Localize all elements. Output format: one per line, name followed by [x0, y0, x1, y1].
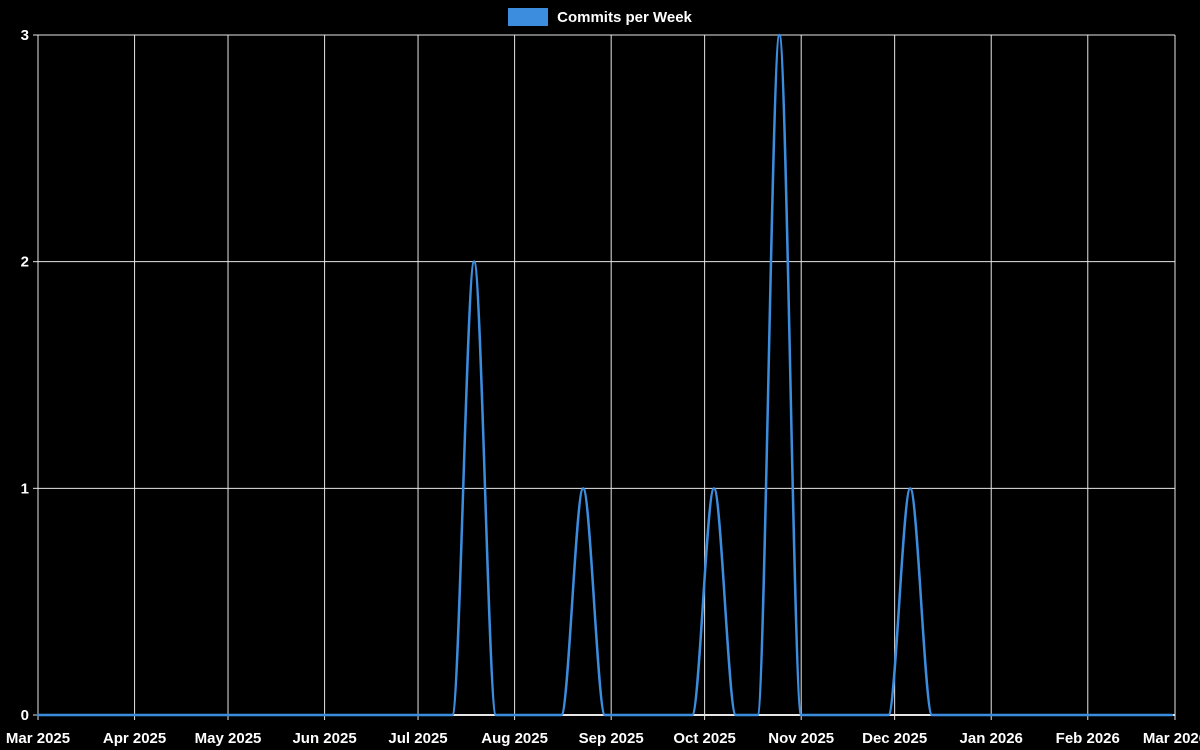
x-tick-label: Feb 2026	[1056, 730, 1120, 747]
y-tick-label: 1	[21, 480, 29, 497]
x-tick-label: Sep 2025	[579, 730, 644, 747]
x-tick-label: Oct 2025	[673, 730, 736, 747]
x-tick-label: Aug 2025	[481, 730, 548, 747]
x-tick-label: May 2025	[195, 730, 262, 747]
x-tick-label: Jun 2025	[292, 730, 356, 747]
y-tick-label: 0	[21, 707, 29, 724]
chart-legend: Commits per Week	[0, 8, 1200, 26]
commits-line-series	[36, 33, 1174, 717]
x-tick-label: Mar 2025	[6, 730, 70, 747]
legend-swatch	[508, 8, 549, 26]
x-tick-label: Dec 2025	[862, 730, 927, 747]
x-tick-label: Nov 2025	[768, 730, 834, 747]
x-tick-label: Mar 2026	[1143, 730, 1200, 747]
y-tick-label: 3	[21, 27, 29, 44]
x-tick-label: Jul 2025	[388, 730, 447, 747]
y-tick-label: 2	[21, 254, 29, 271]
x-tick-label: Apr 2025	[103, 730, 166, 747]
x-tick-label: Jan 2026	[960, 730, 1023, 747]
legend-label: Commits per Week	[557, 8, 692, 26]
